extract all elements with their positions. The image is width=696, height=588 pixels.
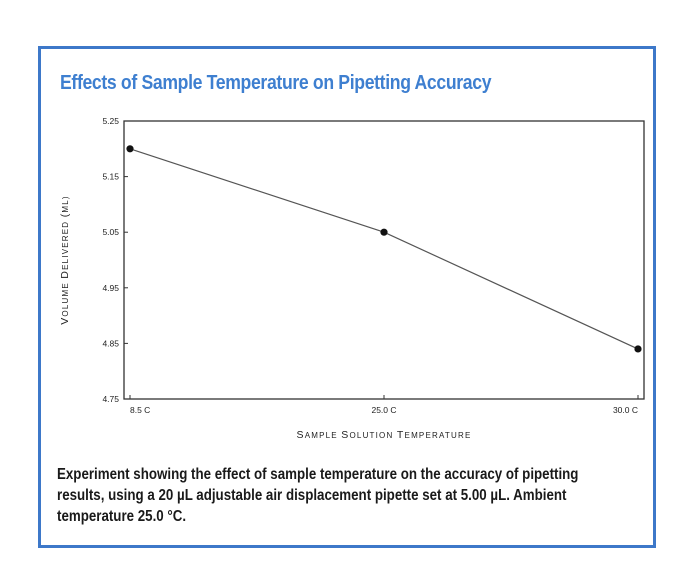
y-tick-label: 4.75 <box>102 394 119 404</box>
chart-caption: Experiment showing the effect of sample … <box>57 464 625 527</box>
plot-area <box>123 120 645 400</box>
caption-line: temperature 25.0 °C. <box>57 508 187 525</box>
y-tick-label: 4.85 <box>102 338 119 348</box>
x-tick-label: 25.0 C <box>371 405 396 415</box>
line-chart: 5.25 5.15 5.05 4.95 4.85 4.75 8.5 C 25.0 C 30.0… <box>59 116 645 441</box>
y-axis-title: VOLUME DELIVERED (ΜL) <box>59 195 71 325</box>
series-line <box>129 148 639 350</box>
x-axis: 8.5 C 25.0 C 30.0 C <box>129 395 639 415</box>
y-tick-label: 4.95 <box>102 283 119 293</box>
y-tick-label: 5.05 <box>102 227 119 237</box>
x-tick-label: 30.0 C <box>613 405 638 415</box>
y-tick-label: 5.15 <box>102 172 119 182</box>
caption-line: results, using a 20 µL adjustable air di… <box>57 487 567 504</box>
data-point <box>126 145 134 153</box>
x-axis-title: SAMPLE SOLUTION TEMPERATURE <box>297 429 472 441</box>
data-point <box>634 345 642 353</box>
caption-line: Experiment showing the effect of sample … <box>57 466 579 483</box>
data-point <box>380 228 388 236</box>
y-axis: 5.25 5.15 5.05 4.95 4.85 4.75 <box>102 116 128 404</box>
chart-frame: Effects of Sample Temperature on Pipetti… <box>38 46 656 548</box>
chart-title: Effects of Sample Temperature on Pipetti… <box>60 71 492 94</box>
y-tick-label: 5.25 <box>102 116 119 126</box>
x-tick-label: 8.5 C <box>130 405 150 415</box>
data-points <box>126 145 642 353</box>
